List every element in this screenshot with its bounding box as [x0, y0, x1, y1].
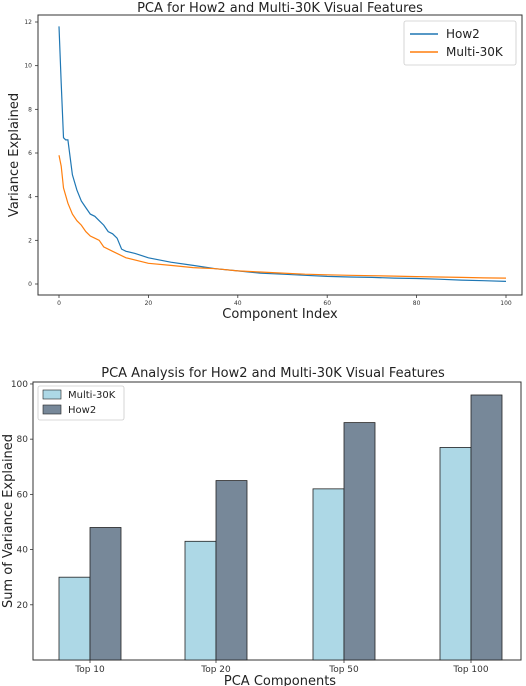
legend-label: How2	[446, 27, 480, 41]
line-chart-y-tick-label: 4	[28, 194, 32, 201]
bar-multi-30k	[184, 540, 217, 661]
bar-how2	[89, 527, 122, 661]
line-chart-x-tick-label: 20	[145, 300, 153, 307]
line-chart-title: PCA for How2 and Multi-30K Visual Featur…	[137, 1, 423, 16]
line-chart: PCA for How2 and Multi-30K Visual Featur…	[7, 1, 523, 322]
bar-chart-x-tick-label: Top 100	[452, 665, 489, 675]
legend-swatch	[42, 404, 62, 415]
line-series-how2	[58, 26, 507, 282]
legend-label: Multi-30K	[68, 390, 116, 401]
line-chart-y-tick-label: 8	[28, 106, 32, 113]
bar-chart-x-tick-label: Top 20	[200, 665, 231, 675]
bar-how2	[215, 480, 248, 661]
bar-chart-ticks: Top 10 Top 20 Top 50 Top 100 20 40 60 80 100	[11, 380, 489, 675]
line-chart-y-tick-label: 2	[28, 237, 32, 244]
bar-chart-bars	[58, 394, 503, 661]
bar-chart-plot-area	[32, 381, 522, 661]
bar-chart-y-tick-label: 60	[17, 490, 29, 500]
line-chart-y-tick-label: 6	[28, 150, 32, 157]
line-chart-y-axis-label: Variance Explained	[7, 93, 22, 217]
bar-chart-y-tick-label: 80	[17, 435, 29, 445]
legend-swatch	[42, 389, 62, 400]
bar-chart-y-tick-label: 20	[17, 601, 29, 611]
line-chart-x-tick-label: 0	[57, 300, 61, 307]
line-chart-y-tick-label: 12	[24, 19, 32, 26]
line-chart-legend: How2 Multi-30K	[403, 20, 517, 66]
line-chart-x-tick-label: 80	[413, 300, 421, 307]
line-chart-x-axis-label: Component Index	[222, 307, 338, 322]
bar-how2	[343, 422, 376, 661]
legend-label: How2	[68, 405, 96, 416]
bar-chart-legend: Multi-30K How2	[37, 385, 125, 421]
bar-chart-x-axis-label: PCA Components	[224, 674, 336, 686]
bar-chart-x-tick-label: Top 10	[74, 665, 105, 675]
line-chart-legend-box	[403, 20, 517, 66]
bar-chart-y-tick-label: 100	[11, 380, 28, 390]
line-chart-y-tick-label: 0	[28, 281, 32, 288]
bar-multi-30k	[312, 488, 345, 661]
line-chart-x-tick-label: 60	[323, 300, 331, 307]
line-chart-x-tick-label: 100	[500, 300, 512, 307]
bar-multi-30k	[58, 576, 91, 661]
line-chart-x-tick-label: 40	[234, 300, 242, 307]
bar-chart-y-axis-label: Sum of Variance Explained	[1, 434, 16, 608]
line-chart-ticks: 0 20 40 60 80 100 0 2 4 6 8 10 12	[24, 19, 512, 307]
bar-multi-30k	[439, 447, 472, 661]
bar-how2	[470, 394, 503, 661]
line-chart-plot-area	[37, 14, 523, 296]
bar-chart: PCA Analysis for How2 and Multi-30K Visu…	[1, 366, 522, 686]
bar-chart-title: PCA Analysis for How2 and Multi-30K Visu…	[101, 366, 445, 381]
bar-chart-x-tick-label: Top 50	[328, 665, 359, 675]
bar-chart-y-tick-label: 40	[17, 546, 29, 556]
line-chart-y-tick-label: 10	[24, 63, 32, 70]
legend-label: Multi-30K	[446, 45, 504, 59]
line-chart-series	[58, 26, 507, 282]
line-series-multi-30k	[58, 155, 507, 279]
